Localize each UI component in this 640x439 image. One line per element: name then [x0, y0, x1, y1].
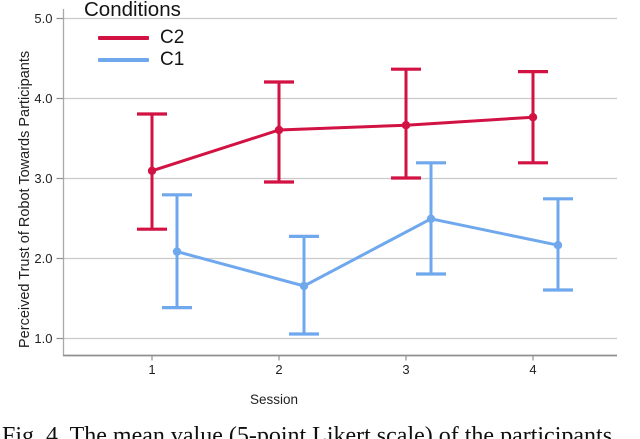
data-point-C2 — [528, 113, 538, 122]
legend-title: Conditions — [84, 0, 181, 21]
legend-label: C1 — [160, 49, 185, 70]
legend-label: C2 — [160, 27, 185, 48]
x-tick-label: 4 — [529, 362, 536, 377]
y-tick-label: 2.0 — [34, 251, 52, 266]
data-point-C1 — [172, 247, 182, 256]
legend-item-C2: C2 — [84, 27, 184, 49]
y-tick-label: 1.0 — [34, 331, 52, 346]
data-point-C2 — [401, 121, 411, 130]
legend-swatch-C1 — [98, 58, 149, 62]
legend-item-C1: C1 — [84, 49, 184, 71]
x-tick-label: 1 — [148, 362, 155, 377]
y-tick-label: 3.0 — [34, 171, 52, 186]
legend-swatch-C2 — [98, 36, 149, 40]
series-line-C1 — [176, 217, 559, 288]
data-point-C2 — [274, 125, 284, 135]
x-tick-label: 3 — [402, 362, 409, 377]
figure-caption: Fig. 4. The mean value (5-point Likert s… — [2, 423, 613, 439]
legend: Conditions C2 C1 — [84, 0, 184, 71]
x-axis-title: Session — [249, 392, 299, 407]
data-point-C1 — [299, 281, 309, 291]
legend-rows: C2 C1 — [84, 27, 184, 71]
data-point-C2 — [147, 166, 157, 175]
y-tick-label: 4.0 — [34, 91, 52, 106]
y-tick-label: 5.0 — [34, 11, 52, 26]
y-axis-title: Perceived Trust of Robot Towards Partici… — [17, 50, 33, 348]
trust-line-chart: 5.0 4.0 3.0 2.0 1.0 1 2 3 4 — [34, 9, 617, 377]
series-line-C2 — [151, 115, 534, 173]
data-point-C1 — [553, 241, 563, 250]
x-tick-label: 2 — [275, 362, 282, 377]
data-point-C1 — [426, 214, 436, 223]
